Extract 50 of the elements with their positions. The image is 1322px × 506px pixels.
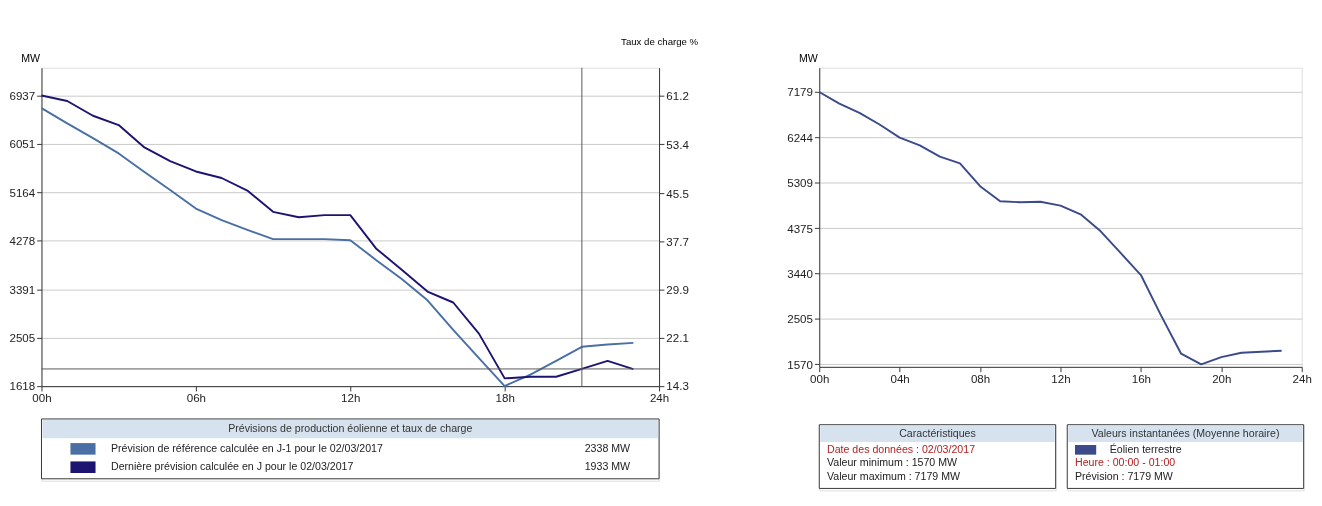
x-tick-label: 00h — [32, 392, 52, 405]
x-tick-label: 06h — [186, 392, 207, 405]
y2-tick-label: 45.5 — [666, 187, 689, 200]
x-tick-label: 20h — [1212, 372, 1232, 385]
y-tick-label: 2505 — [787, 313, 813, 326]
y2-tick-label: 22.1 — [666, 332, 689, 345]
text: Heure : 00:00 - 01:00 — [1074, 456, 1176, 469]
y-tick-label: 6051 — [9, 138, 36, 151]
legend-label: Dernière prévision calculée en J pour le 02/03/2017 — [110, 460, 354, 473]
y-tick-label: 4278 — [9, 235, 36, 248]
y2-axis-title: Taux de charge % — [621, 36, 699, 48]
x-tick-label: 24h — [1292, 372, 1312, 385]
y2-tick-label: 14.3 — [666, 380, 689, 393]
y2-tick-label: 53.4 — [666, 138, 690, 151]
legend-label: Prévision de référence calculée en J-1 pour le 02/03/2017 — [110, 441, 383, 454]
line-series — [818, 91, 1283, 366]
y-axis-title: MW — [21, 52, 41, 65]
y-tick-label: 2505 — [9, 332, 36, 345]
y-tick-label: 4375 — [787, 222, 813, 235]
text: Date des données : 02/03/2017 — [826, 442, 976, 455]
x-tick-label: 12h — [341, 392, 361, 405]
y-tick-label: 3391 — [9, 283, 36, 296]
legend-title: Valeurs instantanées (Moyenne horaire) — [1091, 427, 1280, 440]
x-tick-label: 08h — [970, 372, 991, 385]
y-axis-title: MW — [798, 52, 818, 65]
legend-title: Prévisions de production éolienne et taux de charge — [228, 422, 473, 435]
text: 1933 MW — [584, 460, 631, 473]
y-tick-label: 7179 — [787, 86, 813, 99]
x-tick-label: 24h — [649, 392, 670, 405]
y2-tick-label: 37.7 — [666, 235, 689, 248]
x-tick-label: 00h — [810, 372, 830, 385]
text: 2338 MW — [584, 441, 631, 454]
text: Caractéristiques — [899, 427, 976, 440]
y-tick-label: 5164 — [9, 186, 36, 199]
text: Prévision : 7179 MW — [1074, 469, 1173, 482]
y-tick-label: 6937 — [9, 90, 36, 103]
x-tick-label: 18h — [495, 392, 515, 405]
text: Valeur maximum : 7179 MW — [826, 469, 961, 482]
x-tick-label: 04h — [890, 372, 910, 385]
y-tick-label: 1618 — [9, 380, 36, 393]
y-tick-label: 1570 — [787, 358, 813, 371]
x-tick-label: 12h — [1051, 372, 1071, 385]
y-tick-label: 3440 — [787, 267, 813, 280]
y2-tick-label: 29.9 — [666, 284, 689, 297]
y-tick-label: 6244 — [787, 131, 814, 144]
x-tick-label: 16h — [1131, 372, 1152, 385]
y-tick-label: 5309 — [787, 177, 813, 190]
y2-tick-label: 61.2 — [666, 90, 689, 103]
legend-label: Éolien terrestre — [1109, 442, 1182, 455]
text: Valeur minimum : 1570 MW — [826, 456, 958, 469]
